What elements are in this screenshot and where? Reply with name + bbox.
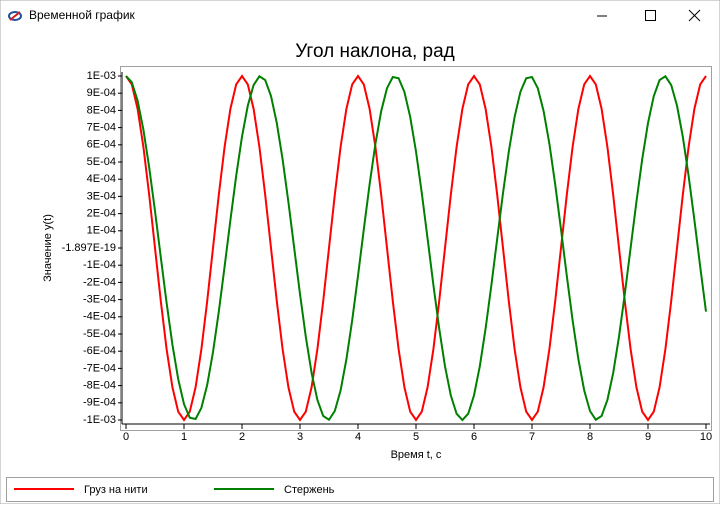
y-tick-label: -3E-04 (83, 294, 116, 306)
y-tick-label: -1E-04 (83, 259, 116, 271)
window-title: Временной график (29, 8, 136, 22)
x-tick-label: 6 (471, 431, 477, 443)
x-tick-label: 10 (700, 431, 712, 443)
y-tick-label: 7E-04 (87, 122, 116, 134)
x-tick-label: 2 (239, 431, 245, 443)
x-tick-label: 4 (355, 431, 361, 443)
chart-title: Угол наклона, рад (295, 41, 455, 62)
x-tick-label: 1 (181, 431, 187, 443)
y-tick-label: -8E-04 (83, 380, 116, 392)
app-icon (8, 11, 22, 21)
y-tick-label: -2E-04 (83, 276, 116, 288)
x-tick-label: 7 (529, 431, 535, 443)
series-line (125, 74, 707, 422)
y-tick-label: -5E-04 (83, 328, 116, 340)
legend-box (6, 477, 714, 502)
x-tick-label: 8 (587, 431, 593, 443)
x-tick-label: 9 (645, 431, 651, 443)
maximize-button[interactable] (645, 10, 656, 21)
x-tick-label: 0 (123, 431, 129, 443)
y-tick-label: -4E-04 (83, 311, 116, 323)
y-axis-label: Значение y(t) (42, 214, 54, 282)
y-tick-label: 6E-04 (87, 139, 116, 151)
y-tick-label: 8E-04 (87, 104, 116, 116)
y-tick-label: 9E-04 (87, 87, 116, 99)
y-tick-label: 5E-04 (87, 156, 116, 168)
y-tick-label: -6E-04 (83, 345, 116, 357)
close-button[interactable] (688, 9, 701, 22)
x-axis-label: Время t, c (391, 449, 442, 461)
y-tick-label: 1E-04 (87, 225, 116, 237)
y-tick-label: -9E-04 (83, 397, 116, 409)
y-tick-label: 4E-04 (87, 173, 116, 185)
y-tick-label: -1.897E-19 (62, 242, 116, 254)
x-tick-label: 5 (413, 431, 419, 443)
y-tick-label: 3E-04 (87, 190, 116, 202)
x-tick-label: 3 (297, 431, 303, 443)
y-tick-label: -7E-04 (83, 362, 116, 374)
y-tick-label: -1E-03 (83, 414, 116, 426)
y-tick-label: 2E-04 (87, 208, 116, 220)
legend-label: Груз на нити (84, 484, 148, 496)
series-line (125, 74, 707, 422)
y-tick-label: 1E-03 (87, 70, 116, 82)
legend-label: Стержень (284, 484, 335, 496)
